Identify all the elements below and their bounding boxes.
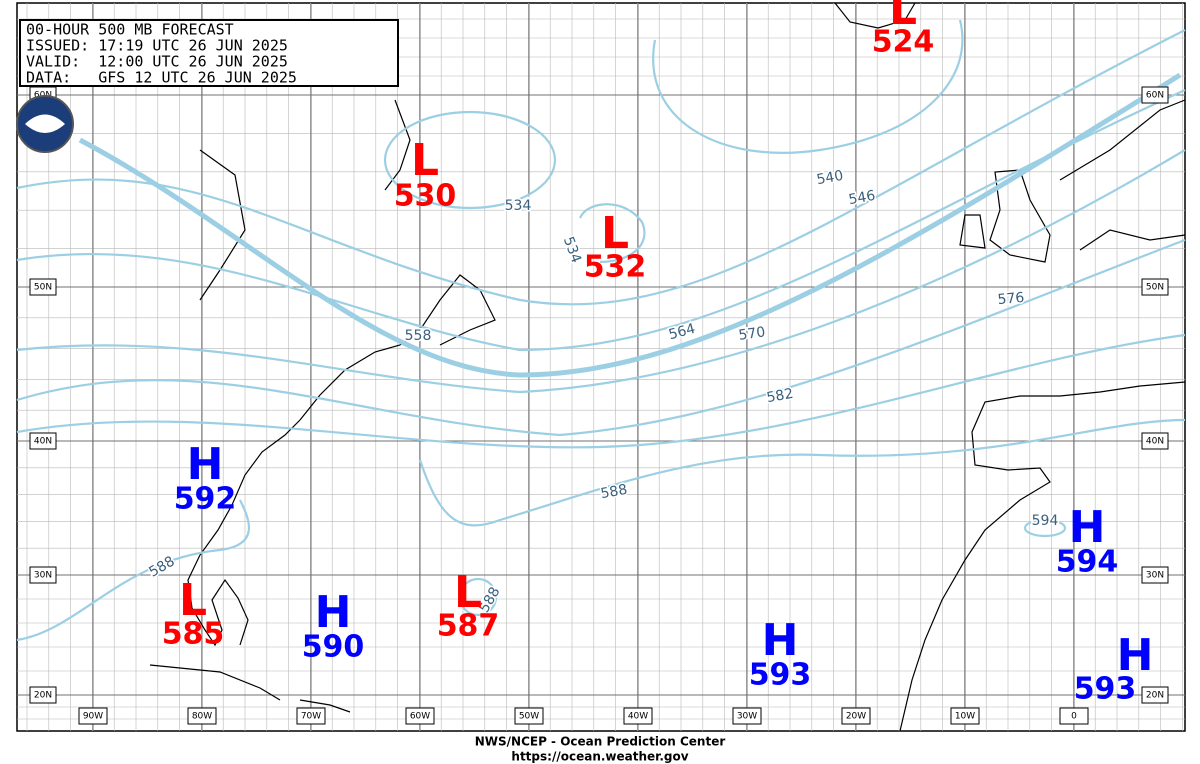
center-value: 587 (437, 609, 500, 644)
header-line: ISSUED: 17:19 UTC 26 JUN 2025 (26, 37, 288, 55)
lat-label-box (1141, 278, 1169, 296)
center-letter: H (762, 615, 799, 666)
labels: 90W80W70W60W50W40W30W20W10W060N60N50N50N… (29, 0, 1169, 725)
lon-label: 50W (519, 712, 539, 722)
lat-label-box (1141, 86, 1169, 104)
coastline (959, 169, 1051, 263)
center-letter: L (411, 135, 439, 186)
center-letter: H (187, 439, 224, 490)
lat-label: 50N (34, 283, 52, 293)
contour-line (652, 19, 964, 154)
contour-label: 534 (505, 198, 532, 214)
lon-label: 80W (192, 712, 212, 722)
center-value: 532 (584, 250, 647, 285)
center-value: 524 (872, 25, 935, 60)
jet-axis (78, 72, 1182, 378)
lon-label-box (405, 707, 435, 725)
contour-line (383, 110, 557, 210)
lon-label: 20W (846, 712, 866, 722)
coastline (149, 664, 351, 713)
contour-label: 546 (847, 188, 876, 208)
header-line: 00-HOUR 500 MB FORECAST (26, 21, 234, 39)
noaa-logo-bird (25, 114, 65, 133)
center-letter: H (1069, 502, 1106, 553)
lat-label: 50N (1146, 283, 1164, 293)
lat-label-box (29, 278, 57, 296)
header-box (19, 19, 399, 87)
lat-label: 40N (1146, 437, 1164, 447)
lat-label-box (1141, 432, 1169, 450)
center-value: 594 (1056, 545, 1119, 580)
lat-label-box (29, 432, 57, 450)
footer-title: NWS/NCEP - Ocean Prediction Center (475, 735, 726, 749)
lon-label: 0 (1071, 712, 1077, 722)
lon-label-box (732, 707, 762, 725)
contour-label: 582 (765, 386, 794, 406)
center-letter: H (1117, 630, 1154, 681)
lat-label: 60N (1146, 91, 1164, 101)
contour-label: 594 (1032, 513, 1059, 529)
lon-label-box (623, 707, 653, 725)
lat-label-box (29, 686, 57, 704)
contour-line (16, 88, 1186, 352)
lon-label: 10W (955, 712, 975, 722)
center-letter: H (315, 587, 352, 638)
center-letter: L (889, 0, 917, 35)
center-letter: L (179, 575, 207, 626)
lon-label: 30W (737, 712, 757, 722)
center-value: 585 (162, 617, 225, 652)
lat-label-box (1141, 566, 1169, 584)
header-line: VALID: 12:00 UTC 26 JUN 2025 (26, 53, 288, 71)
contour-label: 540 (815, 168, 844, 188)
footer-url: https://ocean.weather.gov (511, 750, 688, 764)
lon-label-box (950, 707, 980, 725)
contour-line (578, 203, 646, 264)
lon-label-box (187, 707, 217, 725)
contour-line (458, 577, 498, 617)
contour-line (16, 499, 250, 642)
contour-label: 576 (997, 290, 1025, 308)
lat-label: 30N (1146, 571, 1164, 581)
contour-label: 588 (599, 482, 628, 502)
center-value: 593 (1074, 672, 1137, 707)
contour-line (418, 418, 1186, 527)
lat-label-box (1141, 686, 1169, 704)
contour-line (16, 29, 1186, 306)
coastline (299, 274, 496, 421)
lon-label-box (514, 707, 544, 725)
lat-label: 20N (1146, 691, 1164, 701)
contour-line (16, 149, 1186, 394)
center-letter: L (601, 208, 629, 259)
center-value: 593 (749, 658, 812, 693)
lon-label: 70W (301, 712, 321, 722)
center-value: 592 (174, 482, 237, 517)
center-value: 590 (302, 630, 365, 665)
lat-label-box (29, 566, 57, 584)
contour-line (16, 238, 1186, 437)
lon-label-box (1059, 707, 1089, 725)
coastline (1059, 99, 1186, 251)
header-line: DATA: GFS 12 UTC 26 JUN 2025 (26, 69, 297, 87)
lon-label-box (78, 707, 108, 725)
lon-label-box (841, 707, 871, 725)
contour-line (1023, 518, 1067, 538)
lat-label: 40N (34, 437, 52, 447)
center-value: 530 (394, 179, 457, 214)
lat-label: 20N (34, 691, 52, 701)
lon-label-box (296, 707, 326, 725)
contour-line (16, 333, 1186, 449)
center-letter: L (454, 567, 482, 618)
lon-label: 90W (83, 712, 103, 722)
coastline (899, 381, 1186, 732)
coastline (187, 419, 301, 647)
contour-label: 558 (405, 328, 432, 344)
lat-label: 30N (34, 571, 52, 581)
lon-label: 40W (628, 712, 648, 722)
lon-label: 60W (410, 712, 430, 722)
contours (16, 19, 1186, 642)
contour-label: 570 (738, 324, 767, 344)
